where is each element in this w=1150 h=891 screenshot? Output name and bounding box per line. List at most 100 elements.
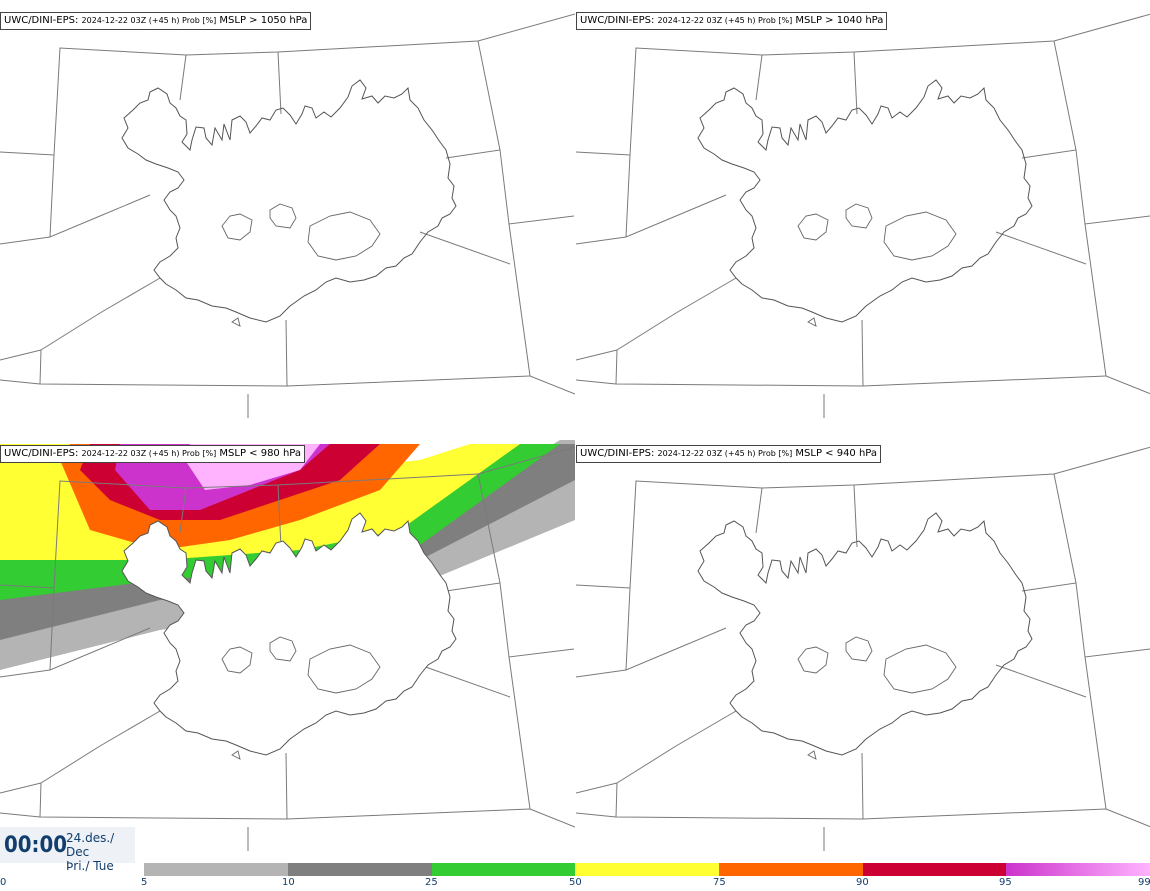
panel-title: UWC/DINI-EPS: 2024-12-22 03Z (+45 h) Pro… (0, 445, 306, 463)
glacier-outline (807, 317, 817, 327)
graticule-line (1075, 582, 1150, 658)
graticule-line (576, 446, 1150, 589)
map-layer (0, 440, 575, 851)
valid-date: 24.des./ Dec Þri./ Tue (66, 831, 135, 873)
graticule-line (419, 664, 511, 698)
graticule-line (0, 236, 51, 245)
panel-title: UWC/DINI-EPS: 2024-12-22 03Z (+45 h) Pro… (576, 445, 882, 463)
colorbar-segment (719, 863, 863, 876)
colorbar-tick-label: 25 (425, 877, 438, 888)
glacier-outline (883, 211, 957, 261)
graticule-line (861, 319, 864, 387)
graticule-line (625, 154, 727, 238)
graticule-line (576, 13, 1150, 156)
graticule-line (861, 752, 864, 820)
glacier-outline (221, 213, 253, 241)
colorbar-segment (863, 863, 1006, 876)
graticule-line (499, 582, 575, 658)
glacier-outline (307, 211, 381, 261)
map-panel-940: UWC/DINI-EPS: 2024-12-22 03Z (+45 h) Pro… (576, 433, 1150, 866)
graticule-line (277, 484, 282, 548)
glacier-outline (231, 317, 241, 327)
valid-time-box: 00:00 24.des./ Dec Þri./ Tue (0, 827, 135, 873)
graticule-line (0, 375, 531, 387)
valid-time-clock: 00:00 (4, 833, 68, 858)
graticule-line (615, 710, 737, 818)
graticule-line (39, 710, 161, 818)
graticule-line (0, 808, 531, 820)
glacier-outline (307, 644, 381, 694)
colorbar-segment (144, 863, 288, 876)
graticule-line (277, 51, 282, 115)
graticule-line (755, 487, 763, 534)
glacier-outline (269, 203, 297, 229)
map-panel-1040: UWC/DINI-EPS: 2024-12-22 03Z (+45 h) Pro… (576, 0, 1150, 433)
graticule-line (755, 54, 763, 101)
glacier-outline (269, 636, 297, 662)
graticule-line (49, 587, 151, 671)
panel-title: UWC/DINI-EPS: 2024-12-22 03Z (+45 h) Pro… (0, 12, 312, 30)
graticule-line (576, 808, 1107, 820)
graticule-line (576, 782, 618, 794)
iceland-coastline (697, 512, 1033, 756)
colorbar-segment (432, 863, 575, 876)
map-layer (576, 446, 1150, 851)
map-layer (576, 13, 1150, 418)
graticule-line (995, 664, 1087, 698)
graticule-line (625, 587, 727, 671)
map-panel-1050: UWC/DINI-EPS: 2024-12-22 03Z (+45 h) Pro… (0, 0, 575, 433)
glacier-outline (797, 213, 829, 241)
graticule-line (1021, 40, 1077, 159)
graticule-line (1075, 149, 1150, 225)
colorbar-segment (288, 863, 432, 876)
graticule-line (576, 669, 627, 678)
glacier-outline (231, 750, 241, 760)
probability-colorbar (144, 863, 1150, 876)
colorbar-tick-label: 50 (569, 877, 582, 888)
colorbar-tick-label: 90 (856, 877, 869, 888)
colorbar-tick-label: 99 (1138, 877, 1150, 888)
colorbar-tick-label: 95 (999, 877, 1012, 888)
graticule-line (39, 277, 161, 385)
iceland-map-1040 (576, 13, 1150, 418)
map-panel-980: UWC/DINI-EPS: 2024-12-22 03Z (+45 h) Pro… (0, 433, 575, 866)
valid-date-line1: 24.des./ Dec (66, 831, 115, 859)
iceland-coastline (697, 79, 1033, 323)
graticule-line (285, 752, 288, 820)
graticule-line (995, 231, 1087, 265)
graticule-line (576, 375, 1107, 387)
colorbar-tick-label: 75 (713, 877, 726, 888)
graticule-line (615, 277, 737, 385)
glacier-outline (221, 646, 253, 674)
graticule-line (508, 223, 575, 395)
glacier-outline (797, 646, 829, 674)
colorbar-tick-label: 10 (282, 877, 295, 888)
graticule-line (499, 149, 575, 225)
graticule-line (0, 669, 51, 678)
glacier-outline (883, 644, 957, 694)
colorbar-tick-label: 5 (141, 877, 148, 888)
iceland-coastline (121, 79, 457, 323)
panel-title: UWC/DINI-EPS: 2024-12-22 03Z (+45 h) Pro… (576, 12, 888, 30)
colorbar-tick-label: 0 (0, 877, 7, 888)
glacier-outline (807, 750, 817, 760)
valid-date-line2: Þri./ Tue (66, 859, 114, 873)
glacier-outline (845, 636, 873, 662)
colorbar-segment (575, 863, 719, 876)
colorbar-segment (1006, 863, 1150, 876)
graticule-line (285, 319, 288, 387)
iceland-map-1050 (0, 13, 575, 418)
graticule-line (179, 487, 187, 534)
graticule-line (1084, 223, 1150, 395)
graticule-line (0, 13, 575, 156)
iceland-coastline (121, 512, 457, 756)
iceland-map-980 (0, 440, 575, 851)
graticule-line (419, 231, 511, 265)
graticule-line (49, 154, 151, 238)
graticule-line (1021, 473, 1077, 592)
graticule-line (445, 40, 501, 159)
iceland-map-940 (576, 446, 1150, 851)
graticule-line (576, 349, 618, 361)
graticule-line (576, 236, 627, 245)
graticule-line (1084, 656, 1150, 828)
